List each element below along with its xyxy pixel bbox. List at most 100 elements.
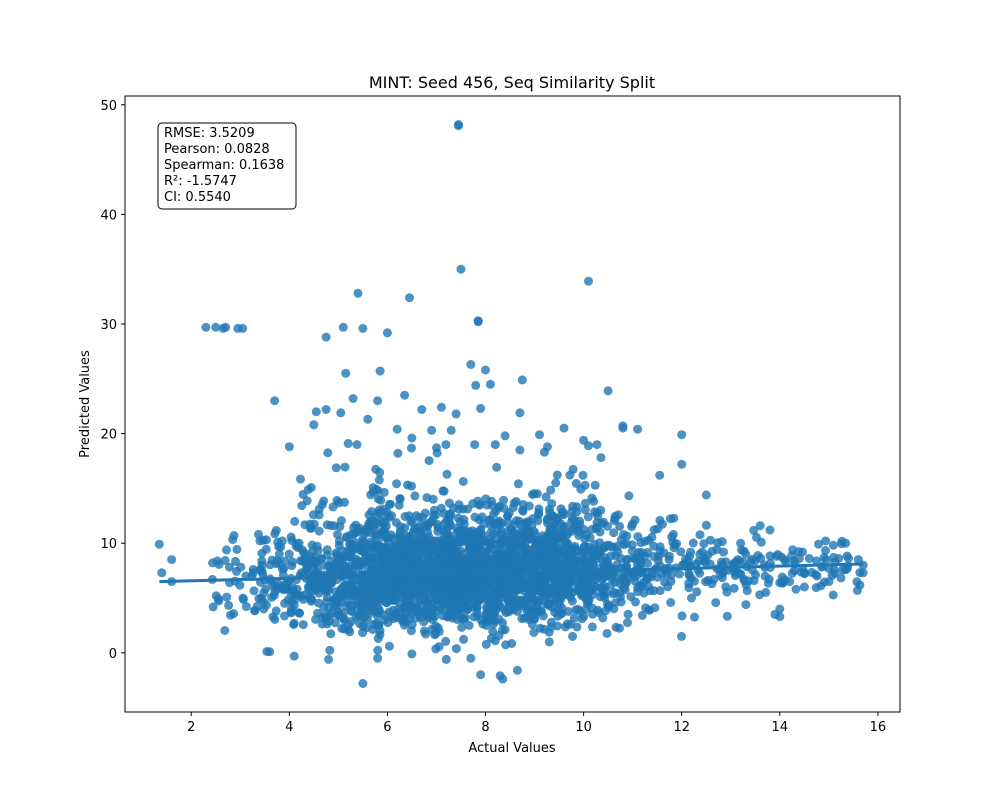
data-point: [791, 584, 801, 594]
data-point: [816, 581, 826, 591]
data-point: [381, 587, 391, 597]
data-point: [471, 598, 481, 608]
data-point: [360, 587, 369, 597]
data-point: [575, 556, 585, 566]
data-point: [750, 556, 760, 566]
data-point: [493, 587, 503, 597]
data-point: [298, 620, 308, 630]
data-point: [707, 546, 717, 556]
data-point: [248, 568, 258, 578]
data-point: [297, 501, 307, 511]
data-point: [623, 618, 632, 628]
data-point: [580, 498, 590, 508]
data-point: [490, 636, 500, 646]
data-point: [384, 641, 394, 651]
data-point: [274, 558, 284, 568]
data-point: [332, 496, 342, 505]
data-point: [321, 332, 331, 342]
data-point: [522, 599, 532, 609]
data-point: [271, 606, 281, 616]
data-point: [756, 537, 766, 547]
data-point: [590, 507, 600, 517]
data-point: [218, 323, 228, 333]
data-point: [608, 542, 618, 552]
data-point: [544, 600, 554, 610]
data-point: [363, 414, 373, 424]
data-point: [499, 495, 509, 505]
data-point: [583, 542, 593, 552]
data-point: [513, 479, 523, 489]
data-point: [439, 527, 449, 537]
data-point: [220, 626, 230, 635]
data-point: [812, 556, 822, 566]
data-point: [481, 365, 490, 375]
data-point: [224, 600, 234, 610]
data-point: [358, 621, 368, 631]
data-point: [721, 557, 731, 567]
data-point: [364, 510, 374, 520]
data-point: [387, 547, 397, 557]
data-point: [580, 480, 590, 490]
data-point: [804, 554, 814, 563]
data-point: [587, 493, 597, 503]
data-point: [579, 611, 589, 621]
data-point: [341, 368, 351, 378]
data-point: [630, 576, 640, 586]
data-point: [701, 490, 711, 500]
data-point: [729, 583, 739, 593]
data-point: [238, 323, 248, 333]
data-point: [392, 424, 402, 434]
data-point: [335, 522, 345, 532]
data-point: [695, 530, 705, 540]
data-point: [561, 538, 571, 548]
data-point: [318, 581, 328, 591]
data-point: [376, 517, 386, 527]
data-point: [496, 602, 506, 612]
data-point: [705, 535, 715, 545]
data-point: [700, 557, 710, 567]
data-point: [749, 525, 759, 535]
data-point: [474, 543, 484, 553]
data-point: [459, 634, 469, 644]
data-point: [498, 625, 508, 635]
data-point: [353, 611, 363, 621]
data-point: [537, 561, 547, 570]
data-point: [368, 483, 378, 493]
data-point: [830, 568, 840, 578]
stats-box-frame: [157, 122, 297, 210]
x-axis: 2 4 6 8 10 12 14 16: [187, 712, 886, 735]
data-point: [770, 609, 780, 619]
data-point: [675, 569, 684, 579]
data-point: [265, 647, 275, 657]
data-point: [456, 584, 466, 594]
data-point: [484, 598, 494, 608]
data-point: [410, 491, 420, 501]
data-point: [533, 516, 543, 526]
data-point: [603, 386, 613, 396]
data-point: [338, 322, 348, 332]
data-point: [649, 541, 659, 551]
data-point: [668, 537, 678, 547]
data-point: [375, 366, 385, 376]
data-point: [314, 510, 324, 520]
data-point: [544, 627, 554, 637]
data-point: [587, 622, 597, 632]
data-point: [466, 653, 476, 663]
data-point: [501, 561, 511, 570]
data-point: [323, 448, 333, 458]
data-point: [544, 637, 554, 647]
data-point: [575, 519, 585, 529]
data-point: [442, 562, 452, 572]
data-point: [486, 538, 496, 548]
data-point: [684, 569, 694, 579]
data-point: [436, 503, 446, 513]
data-point: [390, 595, 400, 605]
data-point: [668, 529, 678, 539]
data-point: [222, 545, 231, 555]
data-point: [375, 626, 385, 635]
data-point: [314, 526, 324, 536]
data-point: [643, 558, 652, 568]
data-point: [553, 611, 563, 621]
data-point: [558, 522, 568, 532]
data-point: [211, 322, 221, 332]
